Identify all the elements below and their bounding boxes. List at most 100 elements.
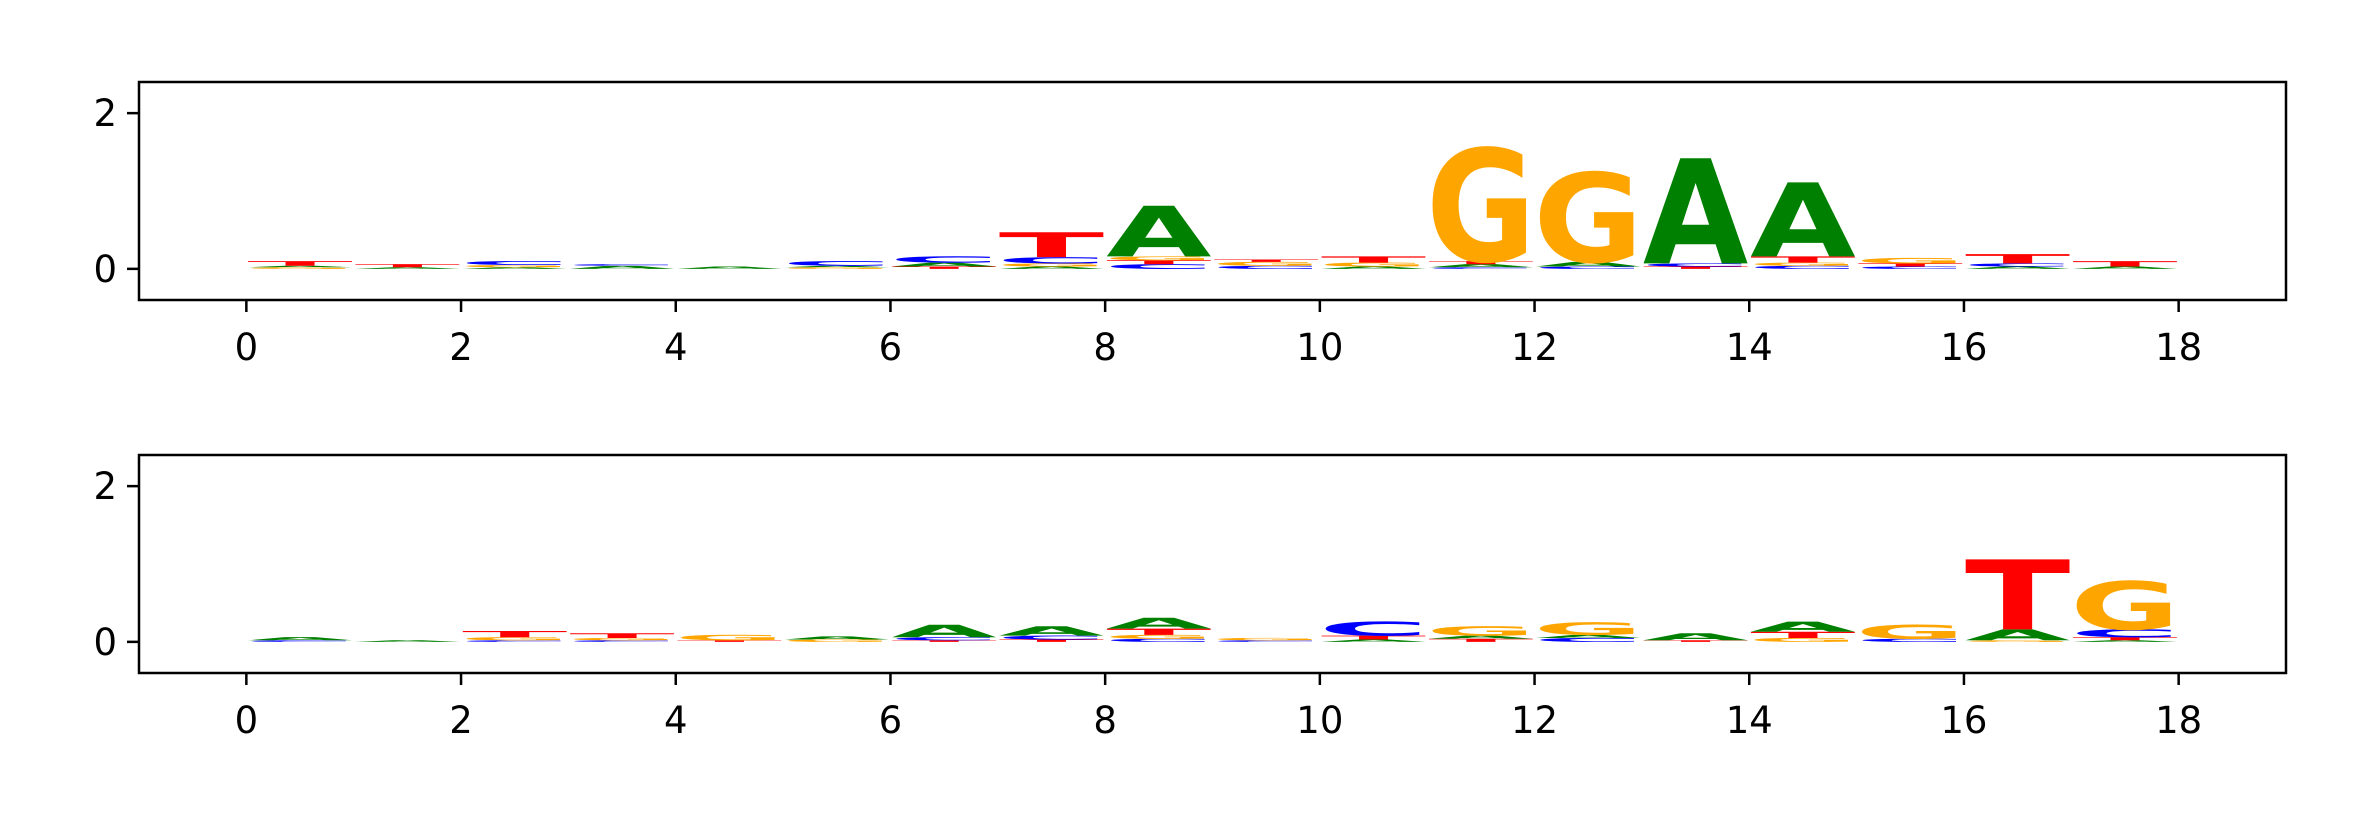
logo-letter-t: T	[1428, 638, 1533, 643]
logo-letter-g: G	[1319, 262, 1429, 268]
logo-letter-a: A	[1321, 639, 1427, 643]
logo-letter-t: T	[1321, 635, 1426, 641]
logo-letter-g: G	[1533, 619, 1643, 639]
logo-letter-t: T	[1858, 263, 1963, 268]
x-tick-label: 14	[1726, 326, 1773, 369]
x-tick-label: 2	[449, 699, 473, 742]
logo-letter-a: A	[891, 262, 997, 268]
logo-letter-g: G	[245, 267, 355, 269]
logo-letter-g: G	[460, 636, 570, 641]
logo-letter-g: G	[2070, 568, 2180, 645]
logo-letter-g: G	[996, 263, 1106, 268]
logo-letter-c: C	[245, 640, 356, 642]
x-tick-label: 6	[879, 326, 903, 369]
logo-letter-a: A	[1643, 131, 1748, 299]
logo-letter-t: T	[1428, 260, 1533, 265]
logo-letter-c: C	[2070, 627, 2181, 639]
logo-letter-a: A	[1750, 619, 1856, 635]
x-tick-label: 0	[235, 326, 259, 369]
x-tick-label: 4	[664, 326, 688, 369]
logo-letter-a: A	[1106, 615, 1211, 632]
logo-letter-g: G	[1211, 261, 1321, 267]
logo-letter-t: T	[1106, 627, 1212, 637]
logo-letter-a: A	[1965, 266, 2071, 270]
logo-letter-g: G	[1748, 262, 1858, 267]
x-tick-label: 14	[1726, 699, 1773, 742]
x-tick-label: 6	[879, 699, 903, 742]
logo-letter-c: C	[459, 640, 570, 642]
logo-letter-c: C	[1533, 637, 1644, 643]
x-tick-label: 2	[449, 326, 473, 369]
logo-letter-a: A	[247, 265, 353, 267]
logo-letter-g: G	[567, 637, 677, 641]
x-tick-label: 10	[1296, 699, 1343, 742]
logo-letter-t: T	[1321, 255, 1427, 265]
logo-letter-t: T	[247, 260, 352, 267]
y-tick-label: 2	[93, 465, 117, 508]
logo-letter-a: A	[355, 640, 461, 642]
x-tick-label: 18	[2155, 699, 2202, 742]
logo-letter-t: T	[1106, 259, 1211, 265]
logo-letter-c: C	[1425, 267, 1536, 269]
logo-letter-c: C	[1855, 266, 1966, 270]
logo-letter-t: T	[2072, 260, 2177, 269]
logo-letter-c: C	[1211, 640, 1322, 642]
logo-letter-a: A	[677, 266, 783, 270]
logo-letter-c: C	[459, 260, 570, 266]
logo-letter-t: T	[569, 632, 674, 639]
logo-letter-c: C	[996, 256, 1107, 266]
logo-letter-a: A	[355, 267, 461, 269]
logo-letter-c: C	[996, 635, 1107, 641]
x-tick-label: 0	[235, 699, 259, 742]
logo-letter-c: C	[1318, 618, 1429, 640]
logo-letter-c: C	[1211, 265, 1322, 270]
logo-letter-t: T	[677, 640, 782, 642]
logo-letter-c: C	[1640, 263, 1751, 268]
logo-letter-t: T	[2072, 636, 2177, 641]
logo-letter-g: G	[674, 633, 784, 642]
logo-letter-c: C	[889, 255, 1000, 265]
logo-letter-a: A	[1106, 193, 1212, 273]
logo-letter-g: G	[1855, 257, 1965, 266]
logo-letter-g: G	[1104, 634, 1214, 640]
x-tick-label: 16	[1940, 326, 1987, 369]
x-tick-label: 8	[1093, 326, 1117, 369]
y-tick-label: 2	[93, 92, 117, 135]
logo-letter-a: A	[462, 267, 568, 269]
x-tick-label: 4	[664, 699, 688, 742]
logo-letter-g: G	[782, 267, 892, 269]
logo-letter-g: G	[1855, 621, 1965, 643]
logo-letter-c: C	[567, 264, 678, 266]
logo-letter-c: C	[1533, 266, 1644, 270]
logo-letter-g: G	[1533, 149, 1643, 291]
y-tick-label: 0	[93, 621, 117, 664]
x-tick-label: 16	[1940, 699, 1987, 742]
logo-letter-a: A	[2072, 640, 2178, 642]
x-tick-label: 18	[2155, 326, 2202, 369]
logo-letter-t: T	[1213, 259, 1318, 263]
logo-letter-a: A	[1536, 261, 1642, 268]
logo-letter-t: T	[1643, 640, 1748, 642]
logo-letter-t: T	[999, 226, 1104, 266]
logo-letter-a: A	[2072, 266, 2178, 270]
logo-letter-g: G	[1104, 255, 1214, 261]
logo-letter-a: A	[1536, 634, 1642, 639]
logo-letter-c: C	[889, 636, 1000, 641]
logo-letter-a: A	[784, 265, 890, 267]
logo-letter-g: G	[460, 264, 570, 268]
logo-letter-c: C	[1103, 263, 1214, 270]
logo-letter-t: T	[1750, 630, 1856, 640]
logo-letter-a: A	[1321, 266, 1427, 270]
x-tick-label: 8	[1093, 699, 1117, 742]
logo-letter-c: C	[1962, 263, 2073, 268]
axes-frame	[137, 80, 2288, 302]
logo-letter-a: A	[1428, 263, 1534, 268]
y-tick-label: 0	[93, 248, 117, 291]
logo-letter-a: A	[1965, 626, 2070, 643]
logo-letter-c: C	[567, 640, 678, 642]
logo-letter-t: T	[355, 263, 460, 268]
